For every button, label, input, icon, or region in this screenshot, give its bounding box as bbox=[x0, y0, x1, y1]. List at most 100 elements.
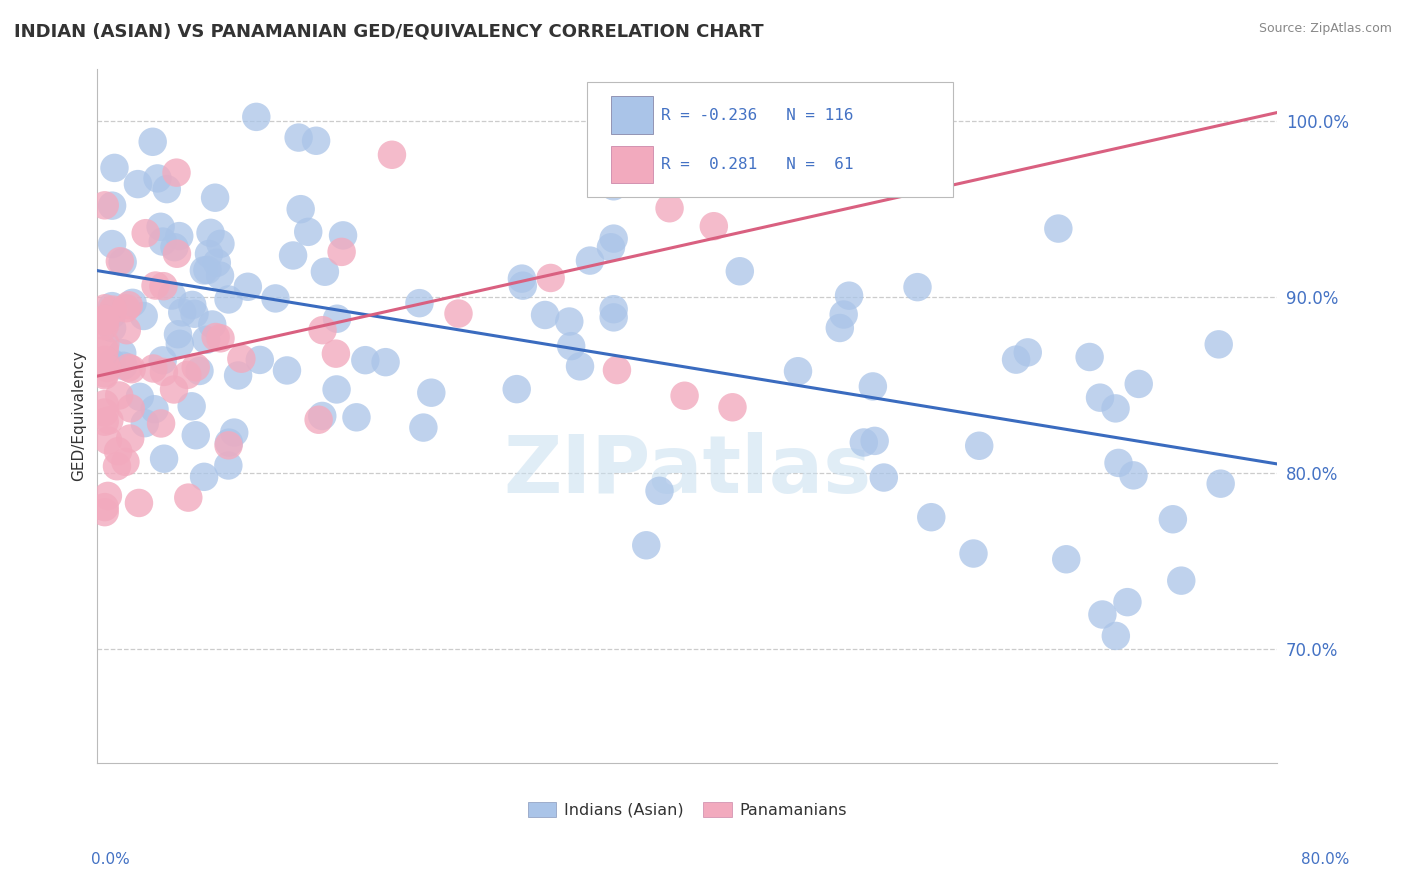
Point bbox=[276, 363, 298, 377]
Point bbox=[447, 307, 470, 321]
Point bbox=[111, 255, 134, 269]
Point bbox=[93, 198, 115, 212]
Y-axis label: GED/Equivalency: GED/Equivalency bbox=[72, 351, 86, 481]
Text: 0.0%: 0.0% bbox=[91, 852, 131, 867]
Point bbox=[231, 351, 253, 366]
Point bbox=[93, 367, 115, 381]
Point bbox=[121, 362, 143, 376]
Point bbox=[101, 356, 124, 370]
Point bbox=[1161, 512, 1184, 526]
Point bbox=[606, 363, 628, 377]
Point bbox=[166, 166, 188, 180]
Text: INDIAN (ASIAN) VS PANAMANIAN GED/EQUIVALENCY CORRELATION CHART: INDIAN (ASIAN) VS PANAMANIAN GED/EQUIVAL… bbox=[14, 22, 763, 40]
Text: ZIPatlas: ZIPatlas bbox=[503, 433, 872, 510]
Point bbox=[142, 361, 165, 376]
Point bbox=[1128, 376, 1150, 391]
Text: Source: ZipAtlas.com: Source: ZipAtlas.com bbox=[1258, 22, 1392, 36]
Point bbox=[121, 296, 143, 310]
FancyBboxPatch shape bbox=[610, 145, 654, 183]
Point bbox=[245, 110, 267, 124]
Point bbox=[636, 538, 658, 552]
Point bbox=[534, 308, 557, 322]
Point bbox=[648, 483, 671, 498]
Point bbox=[602, 179, 624, 194]
Point bbox=[907, 280, 929, 294]
Point bbox=[408, 296, 430, 310]
Point bbox=[863, 434, 886, 448]
Point bbox=[264, 292, 287, 306]
Point bbox=[838, 288, 860, 302]
Point bbox=[1209, 476, 1232, 491]
Text: R =  0.281   N =  61: R = 0.281 N = 61 bbox=[661, 157, 853, 172]
Point bbox=[135, 226, 157, 240]
Point bbox=[101, 237, 124, 252]
Point bbox=[330, 244, 353, 259]
Point bbox=[127, 177, 149, 191]
Point bbox=[828, 321, 851, 335]
Point bbox=[558, 314, 581, 328]
Point bbox=[728, 264, 751, 278]
Point bbox=[1122, 468, 1144, 483]
Point bbox=[181, 298, 204, 312]
Point bbox=[146, 171, 169, 186]
Point bbox=[93, 415, 115, 429]
Point bbox=[205, 256, 228, 270]
Point bbox=[118, 298, 141, 312]
Point bbox=[287, 130, 309, 145]
Point bbox=[787, 364, 810, 378]
Point bbox=[1078, 350, 1101, 364]
Point bbox=[94, 301, 117, 316]
Point bbox=[1047, 221, 1070, 235]
Point bbox=[97, 434, 120, 448]
Point bbox=[967, 439, 990, 453]
Point bbox=[560, 339, 582, 353]
Point bbox=[204, 330, 226, 344]
Point bbox=[326, 311, 349, 326]
Point bbox=[107, 444, 129, 458]
Point bbox=[218, 438, 240, 452]
Point bbox=[873, 470, 896, 484]
Point bbox=[721, 401, 744, 415]
Point bbox=[325, 383, 347, 397]
Point bbox=[93, 343, 115, 357]
Point bbox=[152, 353, 174, 368]
Point bbox=[962, 547, 984, 561]
Point bbox=[374, 355, 396, 369]
Point bbox=[1116, 595, 1139, 609]
Point bbox=[224, 425, 246, 440]
Point bbox=[93, 397, 115, 411]
Point bbox=[512, 278, 534, 293]
FancyBboxPatch shape bbox=[610, 96, 654, 134]
Point bbox=[569, 359, 592, 374]
Point bbox=[166, 246, 188, 260]
Point bbox=[101, 302, 124, 317]
Point bbox=[134, 416, 156, 430]
Point bbox=[94, 336, 117, 351]
Point bbox=[101, 308, 124, 322]
Point bbox=[832, 308, 855, 322]
Point bbox=[108, 254, 131, 268]
Point bbox=[93, 368, 115, 383]
Point bbox=[314, 265, 336, 279]
Point bbox=[195, 333, 218, 347]
Point bbox=[346, 410, 368, 425]
Point bbox=[96, 360, 118, 375]
Point bbox=[208, 268, 231, 283]
Point bbox=[308, 413, 330, 427]
Point bbox=[108, 388, 131, 402]
Point bbox=[311, 323, 333, 337]
Point bbox=[703, 219, 725, 234]
Point bbox=[160, 288, 183, 302]
Point bbox=[290, 202, 312, 216]
Point bbox=[201, 318, 224, 332]
Point bbox=[150, 417, 173, 431]
Point bbox=[180, 400, 202, 414]
Point bbox=[112, 359, 135, 373]
Point bbox=[93, 353, 115, 368]
Point bbox=[852, 435, 875, 450]
Point bbox=[209, 236, 232, 251]
Point bbox=[101, 199, 124, 213]
Point bbox=[120, 432, 142, 446]
Point bbox=[204, 191, 226, 205]
Point bbox=[156, 182, 179, 196]
